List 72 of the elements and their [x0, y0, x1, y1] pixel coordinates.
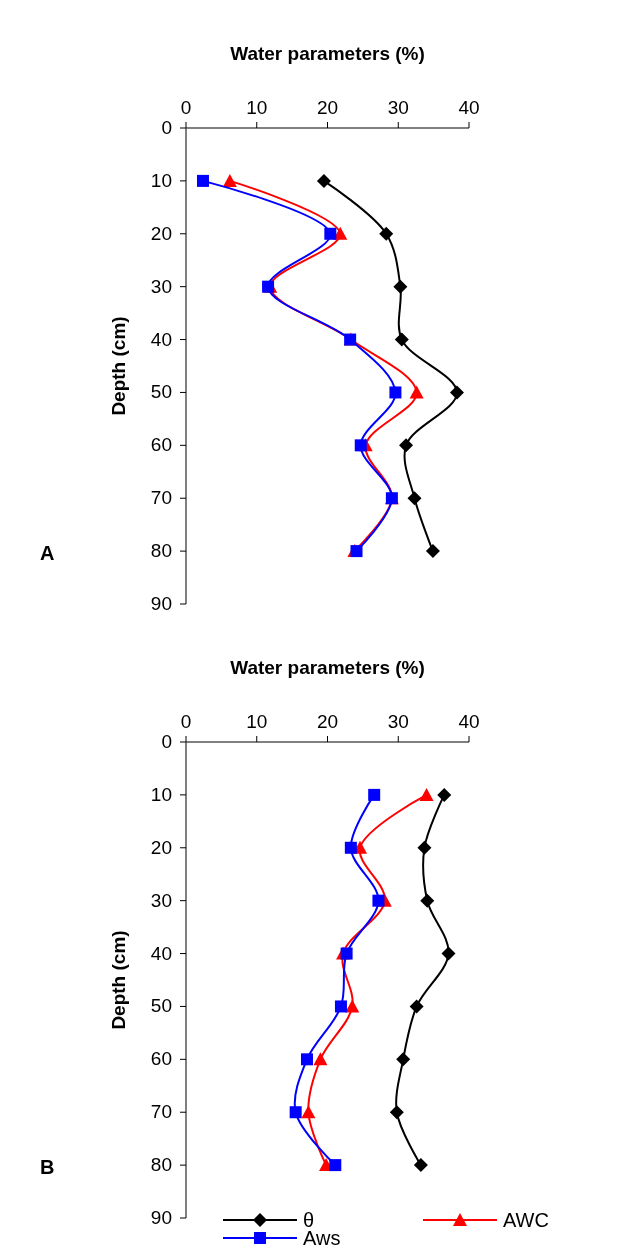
x-tick-label: 0 — [180, 97, 192, 118]
point — [441, 946, 456, 961]
x-tick-label: 10 — [246, 97, 268, 118]
point — [396, 1052, 411, 1067]
y-tick-label: 90 — [150, 1207, 172, 1228]
x-tick-label: 30 — [387, 97, 409, 118]
y-tick-label: 20 — [150, 836, 172, 858]
point — [393, 279, 408, 294]
point — [345, 999, 360, 1013]
y-axis-title: Depth (cm) — [108, 316, 129, 416]
y-tick-label: 90 — [150, 593, 172, 614]
y-tick-label: 30 — [150, 275, 172, 297]
point — [324, 227, 337, 240]
point — [372, 894, 385, 907]
legend-label: AWC — [503, 1209, 549, 1231]
point — [389, 386, 402, 399]
y-tick-label: 10 — [150, 783, 172, 805]
point — [417, 840, 432, 855]
point — [409, 385, 424, 399]
y-tick-label: 50 — [150, 381, 172, 403]
point — [419, 787, 434, 801]
y-tick-label: 60 — [150, 1048, 172, 1070]
point — [425, 544, 440, 559]
x-axis-title: Water parameters (%) — [230, 657, 425, 678]
x-tick-label: 40 — [458, 97, 480, 118]
x-tick-label: 20 — [316, 97, 339, 118]
point — [196, 174, 209, 187]
y-axis-title: Depth (cm) — [108, 930, 129, 1030]
point — [449, 385, 464, 400]
point — [313, 1052, 328, 1066]
y-tick-label: 40 — [150, 942, 172, 964]
x-axis-title: Water parameters (%) — [230, 43, 425, 64]
point — [333, 226, 348, 240]
y-tick-label: 70 — [150, 487, 172, 509]
point — [222, 173, 237, 187]
point — [389, 1105, 404, 1120]
point — [354, 439, 367, 452]
point — [409, 999, 424, 1014]
point — [344, 841, 357, 854]
point — [420, 893, 435, 908]
point — [329, 1159, 342, 1172]
point — [394, 332, 409, 347]
y-tick-label: 80 — [150, 1154, 172, 1176]
point — [301, 1105, 316, 1119]
point — [334, 1000, 347, 1013]
point — [300, 1053, 313, 1066]
point — [289, 1106, 302, 1119]
y-tick-label: 60 — [150, 434, 172, 456]
point — [368, 788, 381, 801]
x-tick-label: 10 — [246, 711, 268, 732]
point — [437, 787, 452, 802]
y-tick-label: 0 — [161, 117, 172, 138]
y-tick-label: 80 — [150, 540, 172, 562]
y-tick-label: 30 — [150, 889, 172, 911]
y-tick-label: 50 — [150, 995, 172, 1017]
y-tick-label: 0 — [161, 731, 172, 752]
y-tick-label: 40 — [150, 328, 172, 350]
y-tick-label: 20 — [150, 222, 172, 244]
point — [413, 1158, 428, 1173]
point — [407, 491, 422, 506]
point — [399, 438, 414, 453]
point — [316, 173, 331, 188]
x-tick-label: 40 — [458, 711, 480, 732]
y-tick-label: 70 — [150, 1101, 172, 1123]
point — [340, 947, 353, 960]
x-tick-label: 20 — [316, 711, 339, 732]
text: B — [40, 1156, 55, 1178]
x-tick-label: 0 — [180, 711, 192, 732]
x-tick-label: 30 — [387, 711, 409, 732]
text: A — [40, 542, 55, 564]
point — [379, 226, 394, 241]
y-tick-label: 10 — [150, 169, 172, 191]
